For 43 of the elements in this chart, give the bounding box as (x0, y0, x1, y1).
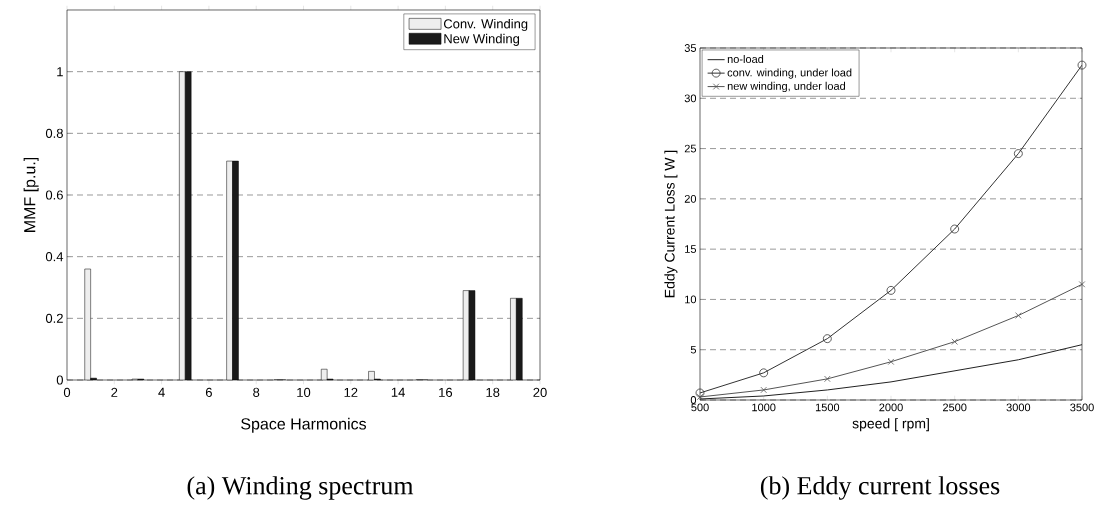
x-tick-label: 4 (158, 387, 165, 397)
y-tick-label: 0.6 (45, 190, 63, 200)
legend-label: new winding, under load (727, 81, 846, 93)
text: (a) Winding spectrum (187, 476, 414, 500)
x-tick-label: 20 (533, 387, 547, 397)
x-tick-label: 12 (344, 387, 358, 397)
x-axis-title: speed [ rpm] (852, 418, 929, 432)
x-tick-label: 8 (253, 387, 260, 397)
x-tick-label: 1500 (815, 403, 840, 412)
y-tick-label: 0 (56, 375, 63, 385)
y-tick-label: 15 (685, 245, 697, 253)
y-axis-title: MMF [p.u.] (23, 157, 39, 232)
x-tick-label: 16 (439, 387, 453, 397)
x-tick-label: 500 (691, 403, 709, 412)
x-tick-label: 2500 (942, 403, 967, 412)
legend-label: no-load (727, 54, 764, 64)
x-tick-label: 1000 (752, 403, 776, 412)
y-tick-label: 20 (684, 194, 697, 203)
legend-label: New Winding (444, 33, 520, 46)
legend-label: conv. winding, under load (727, 68, 852, 79)
y-tick-label: 35 (684, 44, 697, 52)
x-tick-label: 3000 (1006, 403, 1031, 412)
y-tick-label: 25 (684, 144, 697, 153)
x-tick-label: 0 (63, 387, 71, 397)
x-tick-label: 18 (486, 387, 500, 397)
y-tick-label: 0 (690, 396, 697, 404)
y-tick-label: 1 (57, 67, 63, 77)
x-tick-label: 2 (111, 387, 118, 397)
x-tick-label: 14 (391, 387, 405, 397)
y-tick-label: 0.4 (45, 252, 64, 262)
x-tick-label: 10 (297, 387, 311, 397)
y-tick-label: 30 (684, 94, 697, 103)
x-tick-label: 2000 (879, 403, 903, 412)
y-tick-label: 10 (685, 295, 697, 304)
x-axis-title: Space Harmonics (241, 417, 367, 433)
x-tick-label: 3500 (1070, 403, 1094, 412)
y-tick-label: 0.2 (45, 313, 63, 323)
y-tick-label: 0.8 (45, 128, 63, 138)
text: (b) Eddy current losses (760, 476, 1000, 500)
x-tick-label: 6 (205, 387, 212, 397)
legend-label: Conv. Winding (443, 18, 528, 32)
y-tick-label: 5 (690, 345, 697, 354)
y-axis-title: Eddy Current Loss [ W ] (664, 150, 678, 298)
